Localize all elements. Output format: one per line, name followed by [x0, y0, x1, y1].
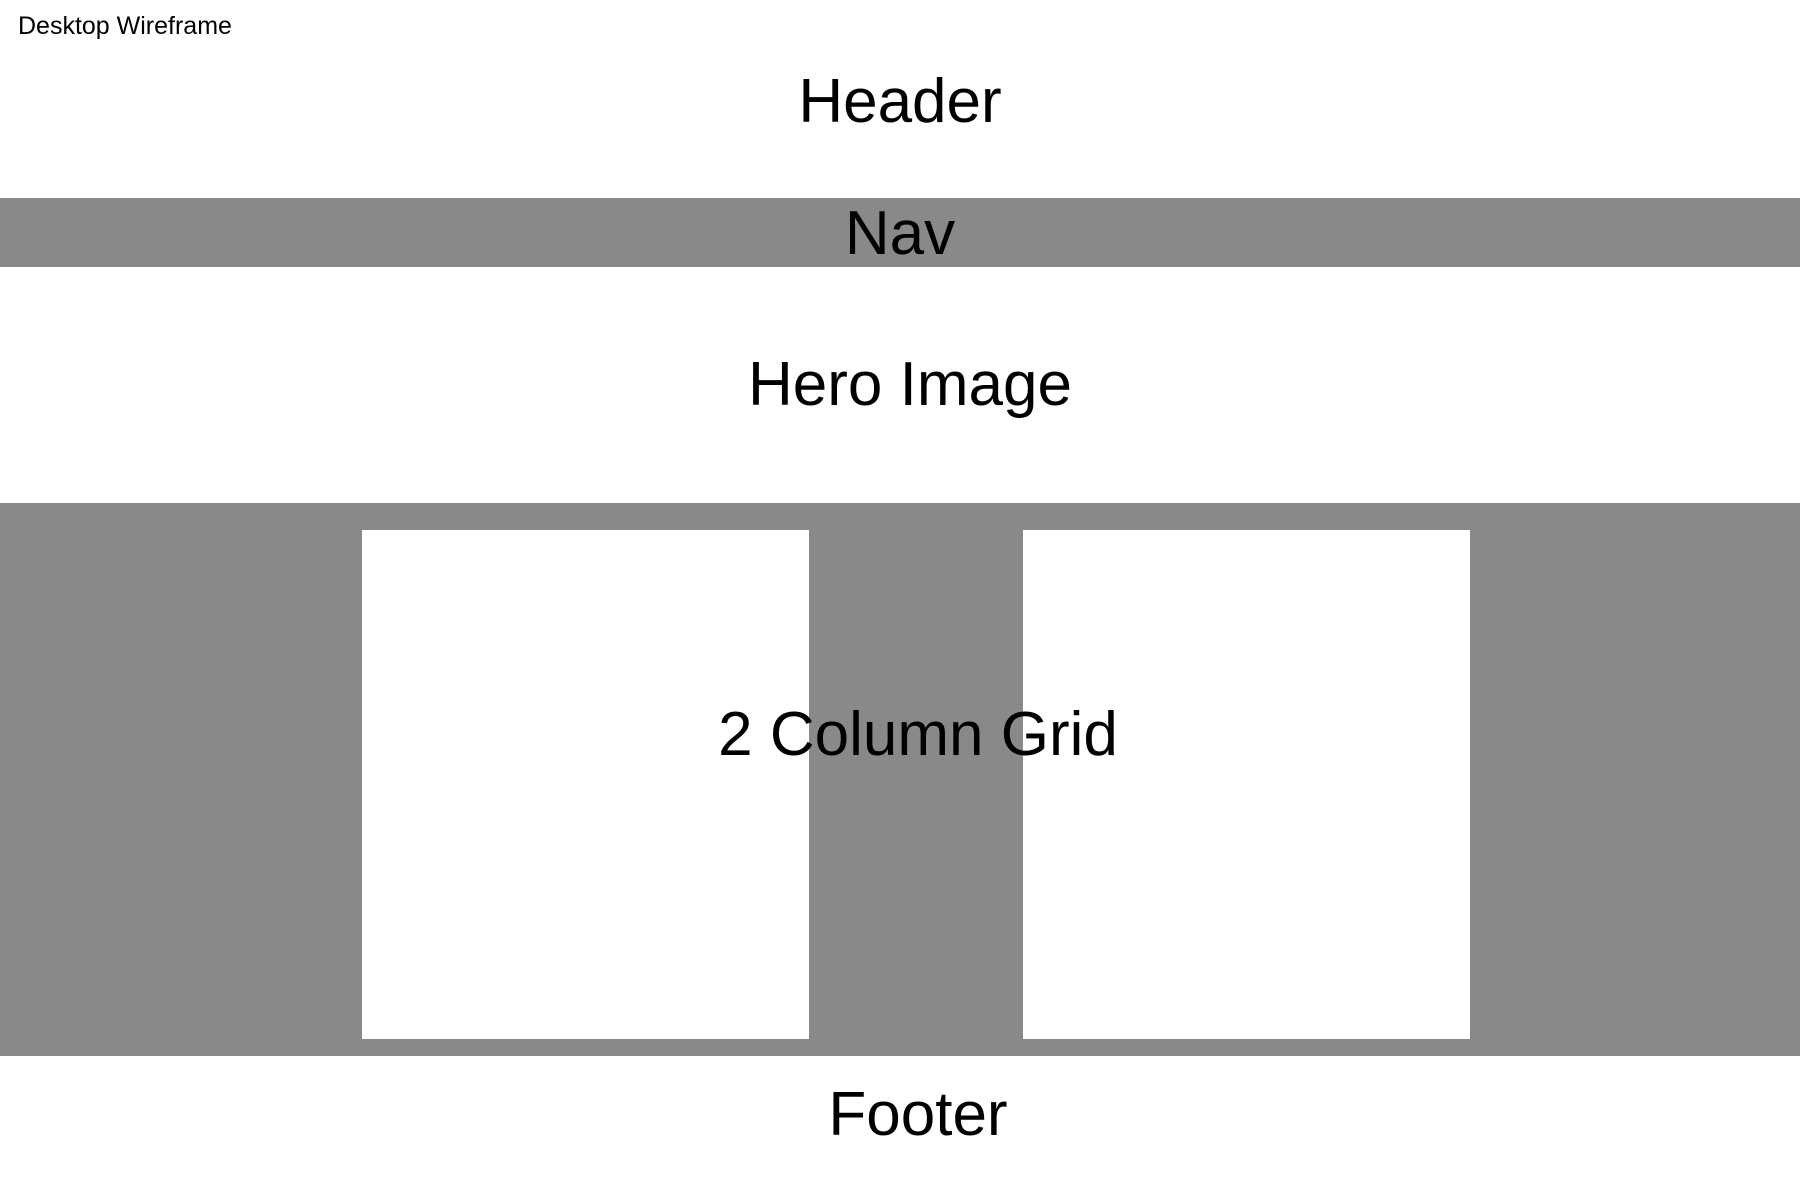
grid-section-label: 2 Column Grid: [718, 700, 1118, 769]
nav-block: [0, 198, 1800, 267]
grid-column-left: [362, 530, 809, 1039]
header-section-label: Header: [798, 67, 1002, 136]
hero-image-section-label: Hero Image: [748, 350, 1072, 419]
two-column-grid-block: [0, 503, 1800, 1056]
footer-section-label: Footer: [828, 1080, 1008, 1149]
nav-section-label: Nav: [844, 199, 956, 268]
grid-column-right: [1023, 530, 1470, 1039]
diagram-caption: Desktop Wireframe: [18, 12, 232, 40]
